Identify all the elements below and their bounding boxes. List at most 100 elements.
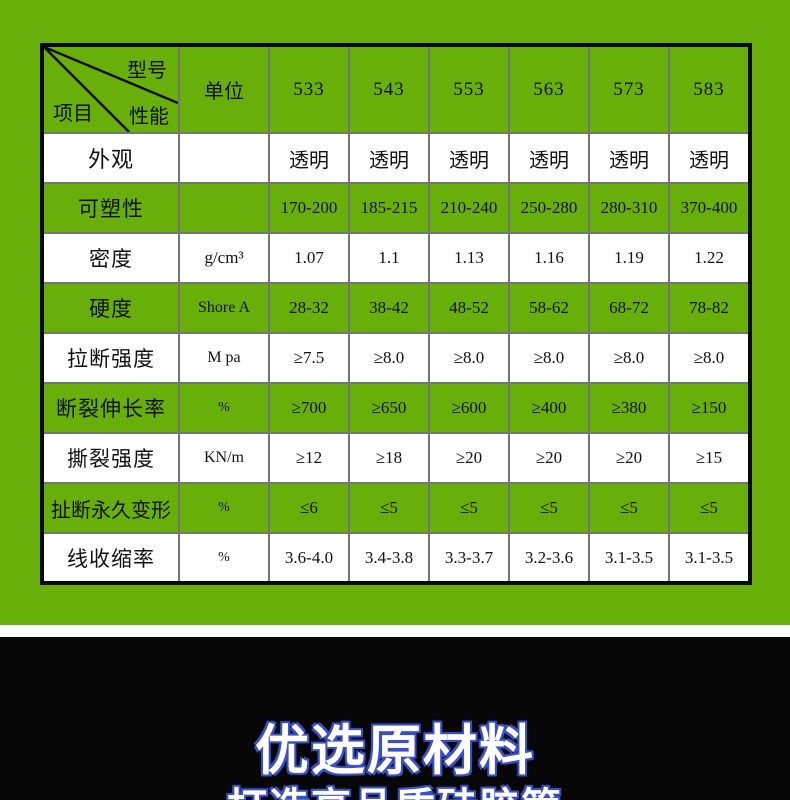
row-label: 密度 [41,232,180,284]
model-header-543: 543 [348,44,430,134]
cell-value: ≥400 [508,382,590,434]
corner-label-performance: 性能 [129,106,169,128]
cell-value: 38-42 [348,282,430,334]
cell-value: 28-32 [268,282,350,334]
row-unit: % [178,532,270,584]
table-row-density: 密度 g/cm³ 1.07 1.1 1.13 1.16 1.19 1.22 [41,232,751,284]
table-row-appearance: 外观 透明 透明 透明 透明 透明 透明 [41,132,751,184]
table-header-row: 型号 性能 项目 单位 533 543 553 563 573 583 [41,44,751,134]
row-unit: M pa [178,332,270,384]
table-row-plasticity: 可塑性 170-200 185-215 210-240 250-280 280-… [41,182,751,234]
corner-label-item: 项目 [53,103,93,125]
table-row-hardness: 硬度 Shore A 28-32 38-42 48-52 58-62 68-72… [41,282,751,334]
row-label: 拉断强度 [41,332,180,384]
cell-value: ≤5 [588,482,670,534]
footer-headline: 优选原材料 [255,721,535,781]
footer-banner: 优选原材料 打造高品质硅胶管 [0,637,790,800]
unit-column-header: 单位 [178,44,270,134]
model-header-533: 533 [268,44,350,134]
cell-value: ≥18 [348,432,430,484]
cell-value: ≥20 [508,432,590,484]
model-header-583: 583 [668,44,751,134]
cell-value: ≥12 [268,432,350,484]
cell-value: 250-280 [508,182,590,234]
cell-value: ≤5 [668,482,751,534]
cell-value: 1.13 [428,232,510,284]
cell-value: 3.6-4.0 [268,532,350,584]
cell-value: 透明 [668,132,751,184]
cell-value: 透明 [508,132,590,184]
row-label: 扯断永久变形 [41,482,180,534]
model-header-563: 563 [508,44,590,134]
table-row-permanent-deformation: 扯断永久变形 % ≤6 ≤5 ≤5 ≤5 ≤5 ≤5 [41,482,751,534]
footer-partial-text: 打造高品质硅胶管 [0,787,790,800]
row-label: 撕裂强度 [41,432,180,484]
cell-value: ≤5 [428,482,510,534]
row-label: 可塑性 [41,182,180,234]
model-header-573: 573 [588,44,670,134]
row-label: 线收缩率 [41,532,180,584]
cell-value: 48-52 [428,282,510,334]
diagonal-divider-lines [44,47,177,131]
cell-value: ≥8.0 [588,332,670,384]
cell-value: 透明 [268,132,350,184]
row-label: 外观 [41,132,180,184]
row-label: 硬度 [41,282,180,334]
row-unit: % [178,382,270,434]
cell-value: 370-400 [668,182,751,234]
cell-value: 58-62 [508,282,590,334]
cell-value: ≥15 [668,432,751,484]
cell-value: ≥650 [348,382,430,434]
cell-value: 68-72 [588,282,670,334]
cell-value: 1.22 [668,232,751,284]
white-divider-strip [0,625,790,637]
cell-value: ≥380 [588,382,670,434]
row-unit: KN/m [178,432,270,484]
table-row-tear-strength: 撕裂强度 KN/m ≥12 ≥18 ≥20 ≥20 ≥20 ≥15 [41,432,751,484]
row-label: 断裂伸长率 [41,382,180,434]
green-background: 型号 性能 项目 单位 533 543 553 563 573 583 外观 透… [40,43,752,585]
cell-value: ≥7.5 [268,332,350,384]
cell-value: 1.19 [588,232,670,284]
cell-value: ≥150 [668,382,751,434]
model-header-553: 553 [428,44,510,134]
cell-value: 透明 [428,132,510,184]
table-row-linear-shrinkage: 线收缩率 % 3.6-4.0 3.4-3.8 3.3-3.7 3.2-3.6 3… [41,532,751,584]
cell-value: ≥20 [428,432,510,484]
cell-value: 3.4-3.8 [348,532,430,584]
cell-value: ≤6 [268,482,350,534]
cell-value: ≥20 [588,432,670,484]
cell-value: ≥8.0 [428,332,510,384]
row-unit: g/cm³ [178,232,270,284]
row-unit: % [178,482,270,534]
cell-value: 1.07 [268,232,350,284]
cell-value: ≥8.0 [668,332,751,384]
cell-value: 3.1-3.5 [588,532,670,584]
cell-value: 170-200 [268,182,350,234]
cell-value: 210-240 [428,182,510,234]
cell-value: 透明 [588,132,670,184]
spec-table: 型号 性能 项目 单位 533 543 553 563 573 583 外观 透… [40,43,752,585]
cell-value: 280-310 [588,182,670,234]
corner-header-cell: 型号 性能 项目 [41,44,180,134]
cell-value: 3.1-3.5 [668,532,751,584]
cell-value: 78-82 [668,282,751,334]
cell-value: 1.1 [348,232,430,284]
table-row-elongation: 断裂伸长率 % ≥700 ≥650 ≥600 ≥400 ≥380 ≥150 [41,382,751,434]
cell-value: ≤5 [508,482,590,534]
cell-value: ≥700 [268,382,350,434]
cell-value: 1.16 [508,232,590,284]
corner-label-model: 型号 [127,60,167,82]
cell-value: 3.3-3.7 [428,532,510,584]
cell-value: ≥600 [428,382,510,434]
cell-value: ≤5 [348,482,430,534]
row-unit [178,182,270,234]
cell-value: 3.2-3.6 [508,532,590,584]
row-unit [178,132,270,184]
cell-value: ≥8.0 [348,332,430,384]
cell-value: 185-215 [348,182,430,234]
table-row-tensile-strength: 拉断强度 M pa ≥7.5 ≥8.0 ≥8.0 ≥8.0 ≥8.0 ≥8.0 [41,332,751,384]
row-unit: Shore A [178,282,270,334]
cell-value: ≥8.0 [508,332,590,384]
